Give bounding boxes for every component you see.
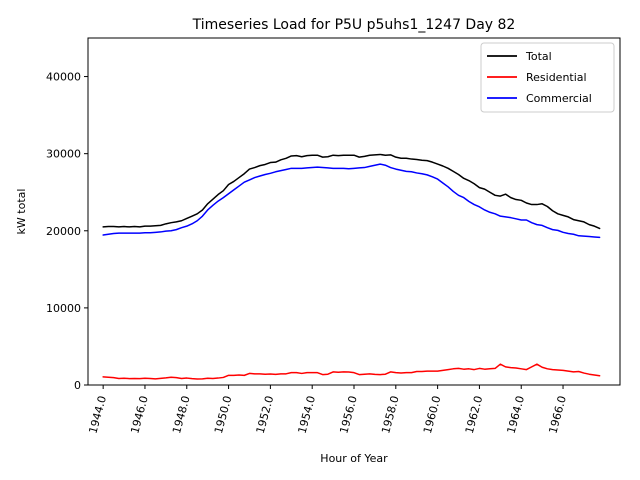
- y-tick-label: 20000: [46, 225, 81, 238]
- series-layer: [102, 153, 601, 380]
- y-tick-label: 40000: [46, 71, 81, 84]
- series-line-residential: [102, 363, 601, 380]
- legend: Total Residential Commercial: [480, 42, 615, 113]
- legend-label-residential: Residential: [526, 71, 587, 84]
- y-axis-label: kW total: [15, 189, 28, 235]
- chart-title: Timeseries Load for P5U p5uhs1_1247 Day …: [192, 17, 516, 33]
- legend-label-commercial: Commercial: [526, 92, 592, 105]
- y-tick-label: 10000: [46, 302, 81, 315]
- series-line-commercial: [102, 163, 601, 239]
- legend-box: [480, 42, 615, 113]
- series-line-total: [102, 153, 601, 230]
- x-axis-label: Hour of Year: [320, 452, 388, 465]
- y-tick-label: 0: [74, 379, 81, 392]
- y-tick-label: 30000: [46, 148, 81, 161]
- legend-label-total: Total: [525, 50, 552, 63]
- y-axis: 0 10000 20000 30000 40000: [46, 71, 88, 392]
